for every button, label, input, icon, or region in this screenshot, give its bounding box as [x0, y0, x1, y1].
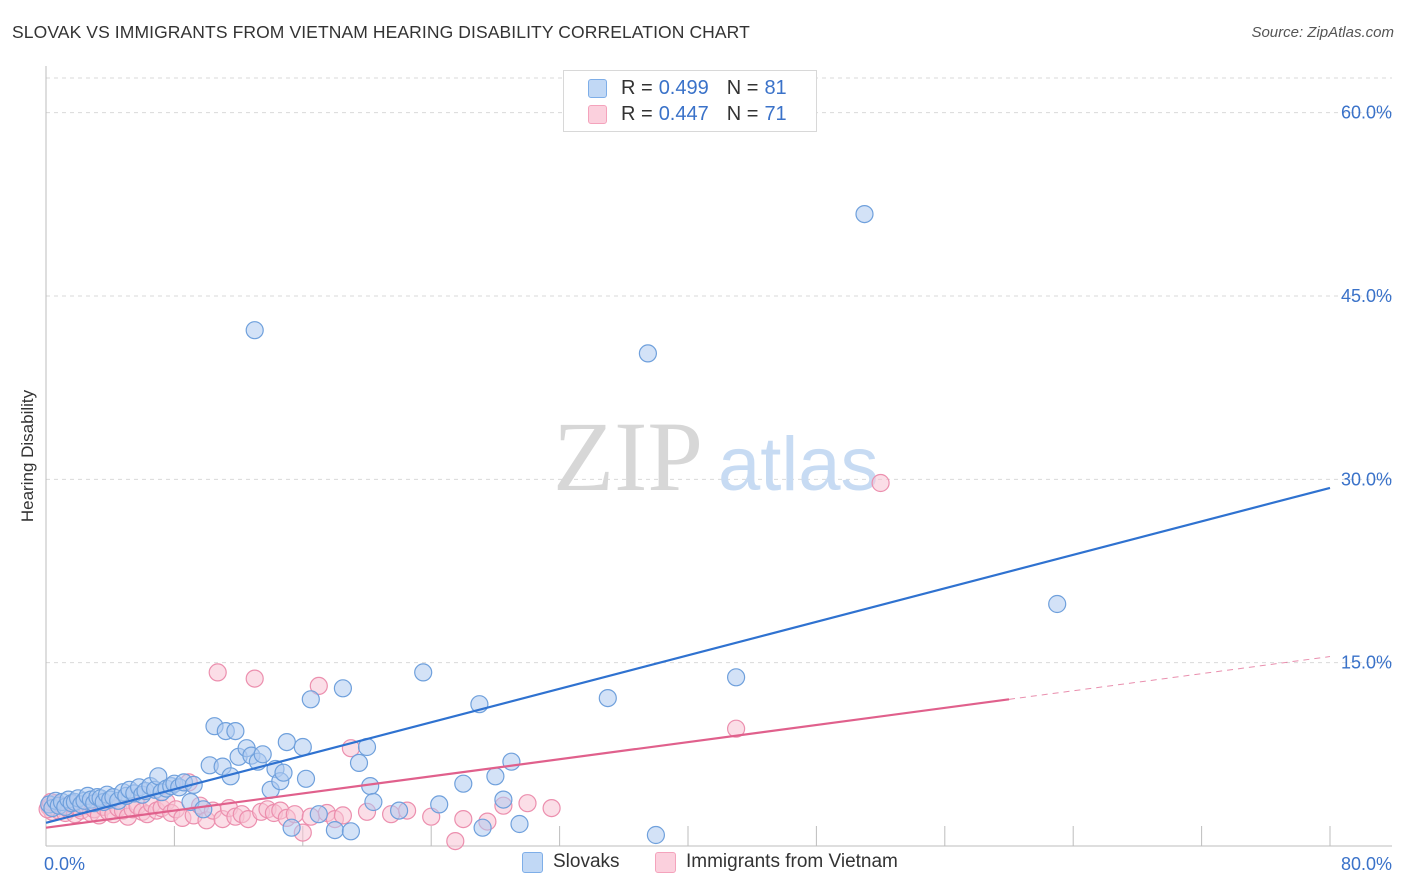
slovak-point — [364, 792, 383, 812]
legend-label-vietnam: Immigrants from Vietnam — [686, 851, 898, 872]
watermark: ZIP atlas — [553, 401, 879, 512]
slovak-point — [253, 745, 272, 764]
legend-n-label: N = — [726, 102, 759, 125]
legend-swatch-vietnam — [588, 104, 607, 124]
chart-source: Source: ZipAtlas.com — [1251, 24, 1394, 41]
x-tick-label: 0.0% — [44, 854, 85, 874]
slovak-trend-line — [45, 486, 1331, 824]
slovak-point — [486, 767, 505, 786]
slovak-point — [390, 801, 409, 820]
grid-layer — [46, 77, 1392, 664]
vietnam-point — [726, 719, 746, 738]
legend-r-value: 0.499 — [658, 76, 709, 99]
vietnam-point — [245, 669, 264, 688]
legend-row-vietnam: R = 0.447 N = 71 — [588, 102, 787, 126]
x-tick-label: 80.0% — [1341, 854, 1392, 874]
trend-lines — [45, 486, 1331, 829]
slovak-point — [309, 805, 328, 824]
legend-item-vietnam: Immigrants from Vietnam — [655, 851, 898, 873]
slovak-point — [638, 344, 658, 363]
slovak-point — [454, 774, 473, 793]
slovak-point — [341, 822, 360, 841]
y-tick-label: 60.0% — [1341, 103, 1392, 123]
y-axis-label: Hearing Disability — [18, 389, 37, 522]
slovak-point — [245, 321, 264, 340]
slovak-point — [296, 769, 316, 788]
vietnam-point — [542, 798, 561, 818]
watermark-zip: ZIP — [553, 401, 703, 512]
slovak-point — [510, 814, 529, 834]
y-tick-label: 30.0% — [1341, 469, 1392, 489]
legend-row-slovaks: R = 0.499 N = 81 — [588, 76, 787, 100]
slovak-point — [293, 737, 312, 757]
slovak-point — [502, 752, 521, 771]
slovak-point — [473, 818, 492, 837]
legend-r-label: R = — [621, 76, 653, 99]
slovak-point — [301, 690, 320, 709]
slovak-point — [414, 663, 433, 682]
legend-r-value: 0.447 — [658, 102, 709, 125]
legend-swatch-slovaks — [588, 78, 607, 98]
legend-n-label: N = — [726, 76, 759, 99]
slovak-point — [646, 825, 666, 845]
chart-title: SLOVAK VS IMMIGRANTS FROM VIETNAM HEARIN… — [12, 22, 750, 42]
legend-swatch-slovaks — [522, 851, 543, 873]
slovak-point — [855, 205, 874, 224]
legend-stats: R = 0.499 N = 81 R = 0.447 N = 71 — [563, 70, 817, 132]
vietnam-point — [446, 831, 465, 851]
slovak-point — [333, 679, 352, 698]
vietnam-point — [309, 676, 328, 696]
legend-r-label: R = — [621, 102, 653, 125]
watermark-atlas: atlas — [718, 422, 879, 507]
vietnam-point — [518, 794, 537, 813]
vietnam-trend-line — [45, 698, 1010, 829]
slovak-point — [277, 732, 296, 752]
slovak-point — [274, 763, 293, 782]
legend-n-value: 81 — [764, 76, 787, 99]
y-tick-label: 15.0% — [1341, 653, 1392, 673]
slovak-point — [325, 820, 344, 840]
slovak-point — [349, 753, 369, 773]
legend-label-slovaks: Slovaks — [553, 851, 620, 872]
vietnam-point — [454, 809, 473, 829]
slovak-point — [430, 795, 449, 814]
slovak-point — [226, 721, 245, 741]
slovak-point — [598, 688, 617, 708]
slovak-point — [1048, 594, 1067, 614]
legend-swatch-vietnam — [655, 851, 676, 873]
legend-n-value: 71 — [764, 102, 787, 125]
legend-item-slovaks: Slovaks — [522, 851, 620, 873]
vietnam-point — [333, 806, 352, 825]
vietnam-point — [208, 663, 227, 682]
slovak-points — [40, 205, 1067, 845]
tick-labels: 15.0% 30.0% 45.0% 60.0% 0.0% 80.0% — [44, 103, 1392, 874]
y-tick-label: 45.0% — [1341, 286, 1392, 306]
slovak-point — [726, 668, 746, 687]
slovak-point — [194, 800, 213, 819]
vietnam-point — [871, 473, 890, 493]
slovak-point — [282, 818, 301, 837]
vietnam-trend-extension — [1008, 656, 1331, 700]
slovak-point — [494, 790, 513, 809]
